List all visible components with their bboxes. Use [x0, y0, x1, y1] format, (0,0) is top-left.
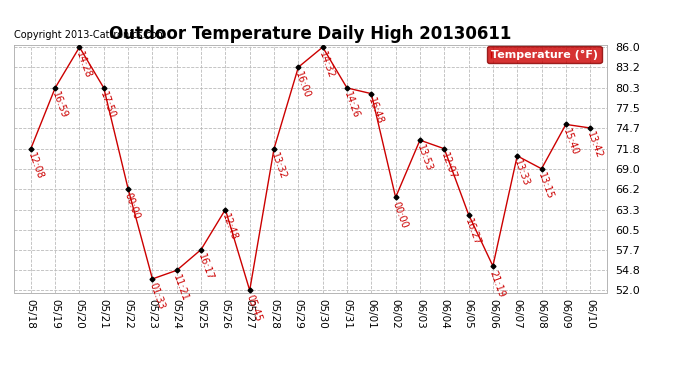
Text: 13:33: 13:33	[512, 159, 531, 188]
Text: 13:42: 13:42	[585, 131, 604, 160]
Text: 14:26: 14:26	[342, 91, 361, 120]
Text: 00:00: 00:00	[391, 200, 409, 230]
Text: 16:59: 16:59	[50, 91, 69, 120]
Text: 11:21: 11:21	[172, 273, 190, 303]
Text: 12:08: 12:08	[26, 152, 45, 181]
Text: 21:19: 21:19	[488, 269, 506, 298]
Text: 12:07: 12:07	[439, 152, 458, 181]
Text: 00:00: 00:00	[123, 192, 141, 221]
Text: 12:48: 12:48	[220, 212, 239, 242]
Title: Outdoor Temperature Daily High 20130611: Outdoor Temperature Daily High 20130611	[109, 26, 512, 44]
Text: 13:32: 13:32	[269, 152, 288, 181]
Text: 16:48: 16:48	[366, 96, 385, 126]
Text: 16:17: 16:17	[196, 252, 215, 282]
Text: 15:40: 15:40	[561, 127, 580, 157]
Text: Copyright 2013-Cattronics.com: Copyright 2013-Cattronics.com	[14, 30, 166, 40]
Text: 17:50: 17:50	[99, 91, 117, 120]
Text: 05:45: 05:45	[244, 293, 264, 323]
Legend: Temperature (°F): Temperature (°F)	[487, 46, 602, 63]
Text: 13:53: 13:53	[415, 143, 433, 172]
Text: 14:28: 14:28	[75, 50, 93, 80]
Text: 16:00: 16:00	[293, 70, 312, 99]
Text: 16:27: 16:27	[464, 217, 482, 247]
Text: 13:15: 13:15	[536, 171, 555, 201]
Text: 01:33: 01:33	[147, 282, 166, 311]
Text: 14:32: 14:32	[317, 50, 336, 80]
